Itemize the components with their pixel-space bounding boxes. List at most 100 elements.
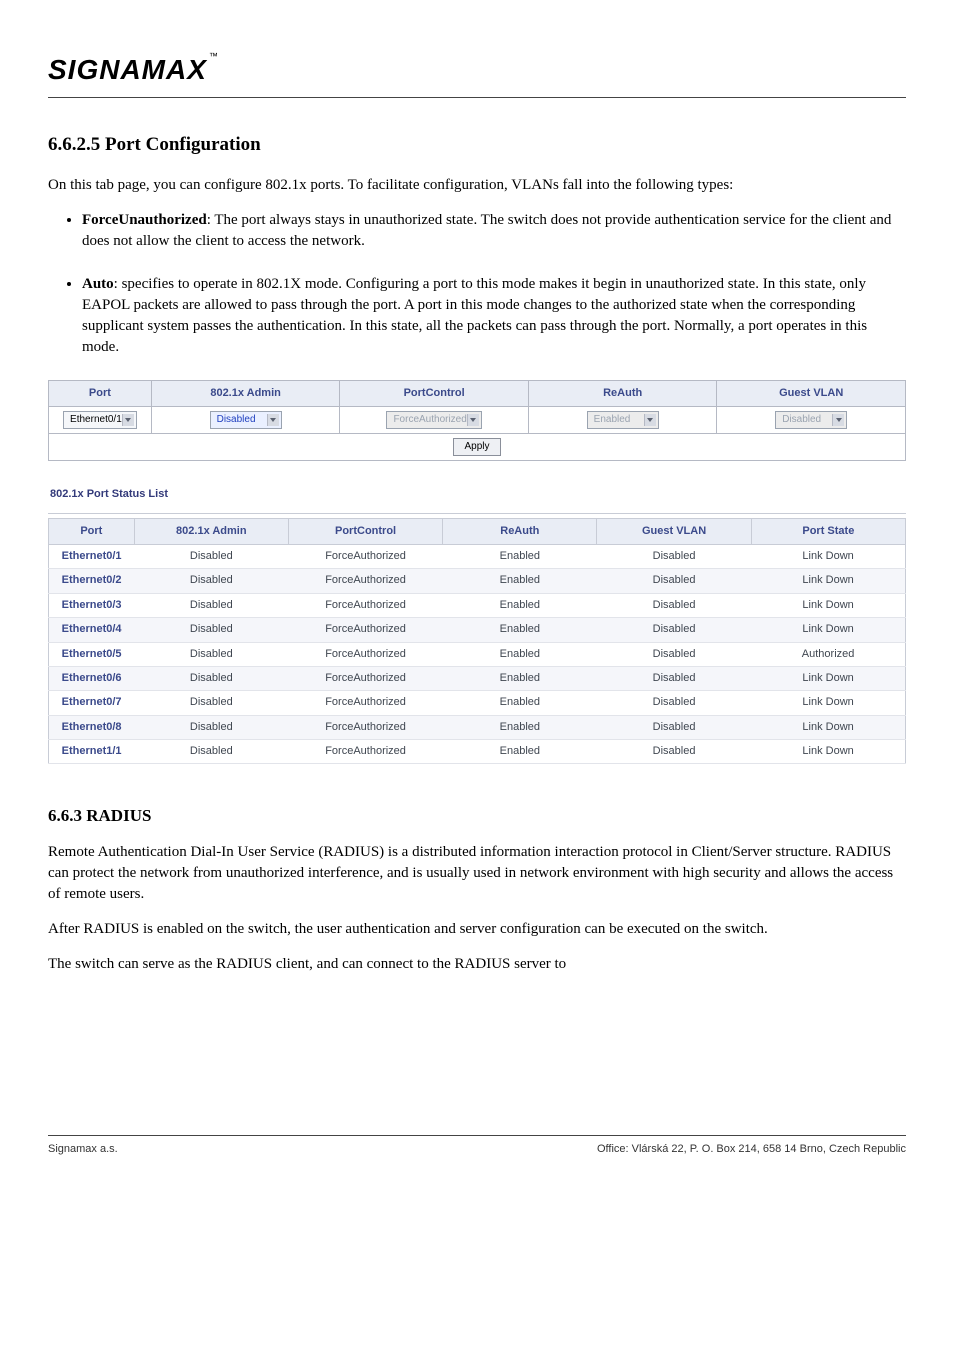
table-cell: Disabled	[134, 740, 288, 764]
table-cell: Enabled	[443, 593, 597, 617]
column-header: PortControl	[288, 518, 442, 544]
portcontrol-select-value: ForceAuthorized	[393, 414, 466, 425]
bullet-label: ForceUnauthorized	[82, 212, 207, 228]
table-cell: Disabled	[597, 740, 751, 764]
table-cell: Disabled	[597, 691, 751, 715]
column-header: ReAuth	[443, 518, 597, 544]
list-item: Auto: specifies to operate in 802.1X mod…	[82, 274, 906, 358]
table-cell: Disabled	[134, 618, 288, 642]
intro-paragraph: On this tab page, you can configure 802.…	[48, 175, 906, 196]
body-paragraph: Remote Authentication Dial-In User Servi…	[48, 842, 906, 905]
column-header: Port State	[751, 518, 905, 544]
table-cell: Disabled	[597, 666, 751, 690]
list-item: ForceUnauthorized: The port always stays…	[82, 210, 906, 252]
bullet-list: ForceUnauthorized: The port always stays…	[82, 210, 906, 358]
table-cell: ForceAuthorized	[288, 740, 442, 764]
column-header: ReAuth	[528, 380, 717, 406]
table-cell: Disabled	[597, 715, 751, 739]
admin-select-value: Disabled	[217, 414, 256, 425]
table-cell: ForceAuthorized	[288, 691, 442, 715]
chevron-down-icon	[644, 414, 656, 426]
table-cell: Ethernet0/7	[49, 691, 135, 715]
brand-logo-text: SIGNAMAX	[48, 54, 207, 85]
table-cell: Link Down	[751, 666, 905, 690]
table-row: Ethernet0/7DisabledForceAuthorizedEnable…	[49, 691, 906, 715]
table-cell: Disabled	[134, 666, 288, 690]
table-cell: Enabled	[443, 544, 597, 568]
table-cell: Disabled	[134, 593, 288, 617]
table-cell: ForceAuthorized	[288, 715, 442, 739]
table-cell: Enabled	[443, 691, 597, 715]
table-cell: Ethernet0/1	[49, 544, 135, 568]
column-header: Port	[49, 380, 152, 406]
table-cell: Link Down	[751, 544, 905, 568]
brand-logo: SIGNAMAX™	[48, 54, 219, 85]
footer-right: Office: Vlárská 22, P. O. Box 214, 658 1…	[597, 1142, 906, 1157]
table-cell: Link Down	[751, 715, 905, 739]
status-list-title: 802.1x Port Status List	[50, 487, 906, 502]
portcontrol-select[interactable]: ForceAuthorized	[386, 411, 481, 429]
table-cell: Enabled	[443, 618, 597, 642]
table-cell: Enabled	[443, 715, 597, 739]
table-cell: Link Down	[751, 618, 905, 642]
guestvlan-select[interactable]: Disabled	[775, 411, 847, 429]
reauth-select[interactable]: Enabled	[587, 411, 659, 429]
trademark-icon: ™	[209, 51, 219, 61]
column-header: PortControl	[340, 380, 529, 406]
bullet-text: : specifies to operate in 802.1X mode. C…	[82, 276, 867, 355]
table-cell: ForceAuthorized	[288, 593, 442, 617]
table-cell: ForceAuthorized	[288, 544, 442, 568]
bullet-label: Auto	[82, 276, 114, 292]
table-cell: Link Down	[751, 691, 905, 715]
body-paragraph: After RADIUS is enabled on the switch, t…	[48, 919, 906, 940]
table-cell: Link Down	[751, 569, 905, 593]
chevron-down-icon	[122, 414, 134, 426]
guestvlan-select-value: Disabled	[782, 414, 821, 425]
table-row: Ethernet0/5DisabledForceAuthorizedEnable…	[49, 642, 906, 666]
table-cell: Enabled	[443, 569, 597, 593]
apply-button[interactable]: Apply	[453, 438, 500, 456]
table-cell: ForceAuthorized	[288, 569, 442, 593]
port-select-value: Ethernet0/1	[70, 414, 122, 425]
column-header: 802.1x Admin	[151, 380, 340, 406]
chevron-down-icon	[832, 414, 844, 426]
table-cell: Disabled	[134, 691, 288, 715]
table-cell: Authorized	[751, 642, 905, 666]
table-cell: Link Down	[751, 740, 905, 764]
table-row: Ethernet0/1 Disabled ForceAuthorized	[49, 407, 906, 434]
table-cell: Enabled	[443, 666, 597, 690]
table-cell: Disabled	[134, 569, 288, 593]
divider	[48, 513, 906, 514]
section-heading: 6.6.2.5 Port Configuration	[48, 132, 906, 159]
table-cell: Ethernet0/6	[49, 666, 135, 690]
table-row: Ethernet0/6DisabledForceAuthorizedEnable…	[49, 666, 906, 690]
chevron-down-icon	[467, 414, 479, 426]
table-row: Ethernet0/1DisabledForceAuthorizedEnable…	[49, 544, 906, 568]
table-cell: ForceAuthorized	[288, 642, 442, 666]
port-select[interactable]: Ethernet0/1	[63, 411, 137, 429]
table-cell: ForceAuthorized	[288, 618, 442, 642]
column-header: Guest VLAN	[597, 518, 751, 544]
admin-select[interactable]: Disabled	[210, 411, 282, 429]
port-config-panel: Port802.1x AdminPortControlReAuthGuest V…	[48, 380, 906, 461]
table-cell: ForceAuthorized	[288, 666, 442, 690]
table-cell: Ethernet0/2	[49, 569, 135, 593]
table-cell: Ethernet1/1	[49, 740, 135, 764]
column-header: Guest VLAN	[717, 380, 906, 406]
table-cell: Disabled	[134, 715, 288, 739]
column-header: 802.1x Admin	[134, 518, 288, 544]
apply-row: Apply	[49, 434, 906, 461]
table-cell: Link Down	[751, 593, 905, 617]
column-header: Port	[49, 518, 135, 544]
page-footer: Signamax a.s. Office: Vlárská 22, P. O. …	[48, 1135, 906, 1157]
table-cell: Ethernet0/8	[49, 715, 135, 739]
chevron-down-icon	[267, 414, 279, 426]
table-cell: Disabled	[597, 642, 751, 666]
table-cell: Disabled	[597, 593, 751, 617]
table-cell: Disabled	[597, 569, 751, 593]
table-cell: Ethernet0/5	[49, 642, 135, 666]
table-cell: Enabled	[443, 740, 597, 764]
table-row: Ethernet0/8DisabledForceAuthorizedEnable…	[49, 715, 906, 739]
footer-left: Signamax a.s.	[48, 1142, 118, 1157]
table-cell: Disabled	[597, 618, 751, 642]
